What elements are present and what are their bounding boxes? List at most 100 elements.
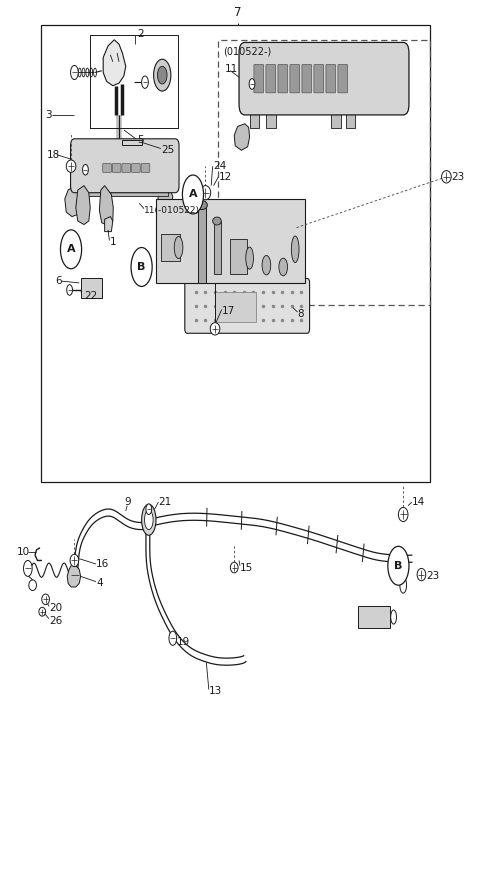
Bar — [198, 205, 206, 283]
Text: 19: 19 — [177, 636, 190, 647]
Ellipse shape — [174, 236, 183, 258]
Ellipse shape — [398, 507, 408, 522]
FancyBboxPatch shape — [278, 65, 288, 93]
Circle shape — [154, 59, 171, 91]
Circle shape — [83, 164, 88, 175]
Ellipse shape — [213, 217, 221, 225]
Ellipse shape — [66, 160, 76, 172]
FancyBboxPatch shape — [239, 42, 409, 115]
Ellipse shape — [291, 236, 299, 263]
Text: 23: 23 — [451, 171, 465, 182]
Polygon shape — [76, 186, 90, 225]
Polygon shape — [65, 186, 83, 217]
Bar — [266, 104, 276, 128]
Text: (010522-): (010522-) — [223, 47, 272, 57]
Bar — [250, 104, 259, 128]
Polygon shape — [105, 217, 113, 232]
FancyBboxPatch shape — [71, 139, 179, 193]
FancyBboxPatch shape — [254, 65, 264, 93]
Ellipse shape — [417, 568, 426, 581]
Bar — [81, 278, 102, 298]
Ellipse shape — [230, 562, 238, 573]
FancyBboxPatch shape — [266, 65, 276, 93]
Text: 9: 9 — [124, 497, 131, 507]
Circle shape — [131, 248, 152, 286]
Text: 11(-010522): 11(-010522) — [144, 206, 200, 215]
Circle shape — [142, 76, 148, 88]
FancyBboxPatch shape — [338, 65, 348, 93]
Ellipse shape — [144, 510, 153, 530]
Circle shape — [388, 546, 409, 585]
Text: 3: 3 — [46, 110, 52, 120]
FancyBboxPatch shape — [290, 65, 300, 93]
Text: 10: 10 — [17, 546, 30, 557]
Text: B: B — [137, 262, 146, 272]
FancyBboxPatch shape — [112, 164, 121, 172]
Ellipse shape — [262, 255, 271, 275]
Bar — [215, 292, 256, 322]
Circle shape — [67, 285, 72, 295]
Circle shape — [71, 65, 78, 80]
FancyBboxPatch shape — [185, 278, 310, 333]
Ellipse shape — [39, 607, 46, 616]
Ellipse shape — [246, 248, 253, 269]
Text: 26: 26 — [49, 615, 62, 626]
Circle shape — [169, 631, 177, 645]
Text: 1: 1 — [109, 237, 116, 248]
Text: 25: 25 — [161, 145, 174, 156]
Bar — [214, 221, 221, 274]
Text: 23: 23 — [426, 571, 440, 582]
Polygon shape — [234, 124, 250, 150]
Ellipse shape — [391, 610, 396, 624]
Bar — [161, 234, 180, 261]
Text: 5: 5 — [137, 134, 144, 145]
Bar — [79, 186, 168, 196]
Text: A: A — [189, 189, 197, 200]
Circle shape — [249, 79, 255, 89]
Text: 24: 24 — [214, 161, 227, 171]
Circle shape — [182, 175, 204, 214]
Text: 6: 6 — [55, 276, 62, 286]
FancyBboxPatch shape — [326, 65, 336, 93]
Polygon shape — [67, 566, 81, 587]
Text: A: A — [67, 244, 75, 255]
Text: 20: 20 — [49, 603, 62, 613]
Ellipse shape — [279, 258, 288, 276]
Bar — [41, 25, 430, 482]
Polygon shape — [157, 186, 173, 216]
Ellipse shape — [200, 186, 211, 200]
Text: 15: 15 — [240, 562, 253, 573]
Text: 18: 18 — [47, 149, 60, 160]
Ellipse shape — [400, 577, 407, 593]
Polygon shape — [122, 140, 142, 145]
Text: 12: 12 — [218, 171, 232, 182]
Bar — [218, 40, 430, 305]
Polygon shape — [99, 186, 113, 225]
Circle shape — [146, 504, 152, 514]
Text: 21: 21 — [158, 497, 172, 507]
Ellipse shape — [29, 580, 36, 591]
Bar — [346, 104, 355, 128]
Text: 13: 13 — [209, 686, 222, 697]
Text: 14: 14 — [412, 497, 425, 507]
Circle shape — [24, 560, 32, 576]
Ellipse shape — [197, 201, 207, 210]
FancyBboxPatch shape — [122, 164, 131, 172]
Ellipse shape — [142, 504, 156, 536]
FancyBboxPatch shape — [103, 164, 111, 172]
Text: B: B — [394, 560, 403, 571]
FancyBboxPatch shape — [314, 65, 324, 93]
FancyBboxPatch shape — [141, 164, 150, 172]
Ellipse shape — [70, 554, 79, 567]
Bar — [156, 199, 305, 283]
FancyBboxPatch shape — [132, 164, 140, 172]
Polygon shape — [103, 40, 126, 86]
Circle shape — [157, 66, 167, 84]
FancyBboxPatch shape — [302, 65, 312, 93]
Bar — [358, 606, 390, 628]
Ellipse shape — [42, 594, 49, 605]
Text: 8: 8 — [298, 309, 304, 319]
Ellipse shape — [210, 323, 220, 335]
Text: 2: 2 — [137, 28, 144, 39]
Text: 4: 4 — [96, 578, 103, 589]
